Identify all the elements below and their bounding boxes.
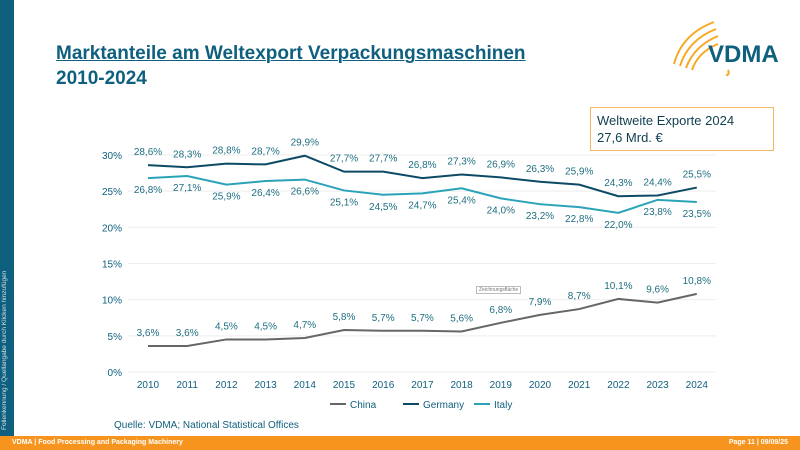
data-label-germany: 28,8% xyxy=(212,146,240,157)
info-line-2: 27,6 Mrd. € xyxy=(597,130,663,145)
data-label-germany: 26,9% xyxy=(487,159,515,170)
data-label-germany: 28,3% xyxy=(173,149,201,160)
data-label-germany: 26,3% xyxy=(526,164,554,175)
data-label-italy: 24,7% xyxy=(408,200,436,211)
data-label-germany: 24,3% xyxy=(604,178,632,189)
data-label-germany: 27,7% xyxy=(369,154,397,165)
y-tick-label: 0% xyxy=(108,368,123,379)
y-tick-label: 10% xyxy=(102,296,122,307)
legend-label-germany: Germany xyxy=(423,400,464,411)
data-label-italy: 26,8% xyxy=(134,185,162,196)
data-label-italy: 22,8% xyxy=(565,214,593,225)
data-label-italy: 23,8% xyxy=(643,207,671,218)
data-label-germany: 28,6% xyxy=(134,147,162,158)
data-label-germany: 29,9% xyxy=(291,138,319,149)
x-tick-label: 2022 xyxy=(607,380,630,391)
data-label-italy: 23,2% xyxy=(526,211,554,222)
y-tick-label: 5% xyxy=(108,332,123,343)
x-tick-label: 2010 xyxy=(137,380,160,391)
source-note: Quelle: VDMA; National Statistical Offic… xyxy=(114,420,299,431)
x-tick-label: 2012 xyxy=(215,380,238,391)
data-label-italy: 24,5% xyxy=(369,202,397,213)
info-line-1: Weltweite Exporte 2024 xyxy=(597,113,735,128)
y-tick-label: 15% xyxy=(102,260,122,271)
data-label-italy: 25,9% xyxy=(212,192,240,203)
x-tick-label: 2011 xyxy=(176,380,198,391)
data-label-china: 5,7% xyxy=(411,313,434,324)
data-label-italy: 25,4% xyxy=(447,195,475,206)
legend-label-china: China xyxy=(350,400,377,411)
data-label-italy: 26,4% xyxy=(251,188,279,199)
x-tick-label: 2024 xyxy=(686,380,709,391)
data-label-china: 3,6% xyxy=(137,328,160,339)
data-label-china: 5,7% xyxy=(372,313,395,324)
x-tick-label: 2016 xyxy=(372,380,395,391)
export-info-box: Weltweite Exporte 2024 27,6 Mrd. € xyxy=(590,107,774,151)
svg-text:VDMA: VDMA xyxy=(708,41,779,68)
title-line-2: 2010-2024 xyxy=(56,68,147,89)
x-tick-label: 2014 xyxy=(294,380,317,391)
data-label-china: 10,1% xyxy=(604,281,632,292)
data-label-italy: 23,5% xyxy=(683,209,711,220)
data-label-china: 10,8% xyxy=(683,276,711,287)
x-tick-label: 2018 xyxy=(450,380,473,391)
title-line-1: Marktanteile am Weltexport Verpackungsma… xyxy=(56,43,526,64)
data-label-china: 5,6% xyxy=(450,313,473,324)
data-label-china: 6,8% xyxy=(489,305,512,316)
x-tick-label: 2015 xyxy=(333,380,356,391)
data-label-italy: 22,0% xyxy=(604,220,632,231)
x-tick-label: 2013 xyxy=(254,380,277,391)
data-label-germany: 24,4% xyxy=(643,178,671,189)
data-label-china: 3,6% xyxy=(176,328,199,339)
footer-left: VDMA | Food Processing and Packaging Mac… xyxy=(12,439,183,446)
data-label-germany: 25,5% xyxy=(683,170,711,181)
tooltip: Zeichnungsfläche xyxy=(476,286,522,294)
x-tick-label: 2021 xyxy=(568,380,591,391)
y-tick-label: 20% xyxy=(102,223,122,234)
x-tick-label: 2023 xyxy=(646,380,669,391)
data-label-china: 9,6% xyxy=(646,285,669,296)
data-label-china: 4,5% xyxy=(254,321,277,332)
legend-label-italy: Italy xyxy=(494,400,512,411)
sidebar-strip xyxy=(0,0,14,436)
footer-right: Page 11 | 09/09/25 xyxy=(728,439,788,446)
data-label-china: 4,7% xyxy=(293,320,316,331)
footer-bar: VDMA | Food Processing and Packaging Mac… xyxy=(0,436,800,450)
data-label-germany: 27,3% xyxy=(447,157,475,168)
y-tick-label: 30% xyxy=(102,151,122,162)
data-label-china: 5,8% xyxy=(333,312,356,323)
data-label-italy: 24,0% xyxy=(487,205,515,216)
vdma-logo: VDMA xyxy=(668,14,798,77)
data-label-italy: 25,1% xyxy=(330,197,358,208)
data-label-italy: 26,6% xyxy=(291,187,319,198)
data-label-italy: 27,1% xyxy=(173,183,201,194)
data-label-china: 7,9% xyxy=(529,297,552,308)
x-tick-label: 2020 xyxy=(529,380,552,391)
data-label-china: 8,7% xyxy=(568,291,591,302)
slide-title: Marktanteile am Weltexport Verpackungsma… xyxy=(56,41,526,91)
y-tick-label: 25% xyxy=(102,187,122,198)
data-label-germany: 25,9% xyxy=(565,167,593,178)
x-tick-label: 2019 xyxy=(490,380,513,391)
x-tick-label: 2017 xyxy=(411,380,434,391)
data-label-germany: 28,7% xyxy=(251,146,279,157)
data-label-germany: 27,7% xyxy=(330,154,358,165)
data-label-germany: 26,8% xyxy=(408,160,436,171)
data-label-china: 4,5% xyxy=(215,321,238,332)
